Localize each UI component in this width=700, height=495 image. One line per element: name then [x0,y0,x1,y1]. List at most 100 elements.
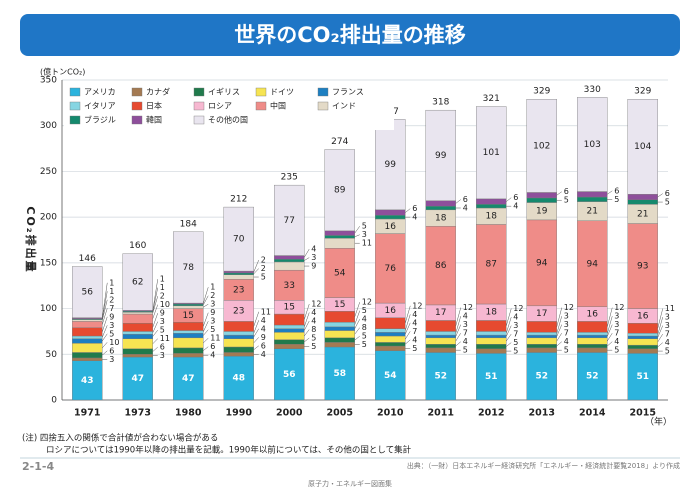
data-label: 8 [362,323,367,332]
label-leader [455,324,461,337]
x-tick-label: 1971 [74,408,100,419]
data-label: 5 [362,222,367,231]
bar-segment [577,347,608,353]
label-leader [102,342,108,349]
label-leader [152,338,158,344]
x-axis-label: （年） [645,416,672,428]
legend-label: 中国 [270,101,286,111]
label-leader [203,312,209,327]
bar-segment [223,355,254,401]
data-label: 3 [665,313,670,322]
bar-segment [627,348,658,354]
data-label: 12 [362,298,372,307]
data-label: 2 [109,295,114,304]
bar-segment [577,321,608,333]
y-tick-label: 200 [40,213,57,223]
legend-swatch [131,101,143,111]
data-label: 4 [463,312,468,321]
total-label: 212 [230,195,247,205]
data-label: 6 [513,193,518,202]
label-leader [556,307,562,327]
bar-segment [375,345,406,351]
legend-swatch [69,101,81,111]
bar-segment [274,261,305,271]
data-label: 9 [311,262,316,271]
data-label: 4 [412,318,417,327]
bar-segment [223,270,254,274]
chart-title: 世界のCO₂排出量の推移 [234,23,465,47]
bar-segment [577,97,608,192]
label-leader [506,333,512,342]
data-label: 86 [435,261,447,271]
label-leader [506,317,512,334]
label-leader [657,193,663,198]
data-label: 1 [160,283,165,292]
data-label: 4 [513,313,518,322]
bar-segment [627,335,658,339]
bar-segment [122,312,153,315]
label-leader [657,308,663,329]
data-label: 5 [564,196,569,205]
legend-label: インド [332,102,356,111]
total-label: 318 [432,98,449,108]
data-label: 4 [261,316,266,325]
data-label: 5 [463,346,468,355]
label-leader [304,248,310,258]
bar-segment [223,346,254,353]
total-label: 274 [331,137,348,147]
data-label: 94 [536,258,548,268]
legend-swatch [255,101,267,111]
bar-segment [274,184,305,256]
legend-swatch [317,87,329,97]
bar-segment [425,226,456,306]
total-label: 321 [483,94,500,104]
bar-segment [476,334,507,339]
bar-segment [627,353,658,401]
bar-segment [324,322,355,328]
data-label: 54 [384,371,397,381]
bar-segment [72,352,103,359]
bar-segment [526,334,557,339]
legend-label: ブラジル [84,115,116,125]
label-leader [152,304,158,319]
bar-segment [72,266,103,318]
source: 出典：（一財）日本エネルギー経済研究所「エネルギー・経済統計要覧2018」より作… [407,461,680,470]
label-leader [253,268,259,275]
label-leader [657,342,663,348]
y-tick-label: 100 [40,304,57,314]
data-label: 6 [261,341,266,350]
label-leader [354,234,360,238]
bar-segment [324,326,355,331]
note: ロシアについては1990年以降の排出量を記載。1990年以前については、その他の… [46,445,412,456]
data-label: 11 [210,334,220,343]
bar-segment [223,334,254,339]
data-label: 6 [210,342,215,351]
data-label: 4 [261,350,266,359]
data-label: 12 [412,301,422,310]
data-label: 17 [536,309,547,319]
data-label: 6 [564,187,569,196]
data-label: 10 [160,300,170,309]
label-leader [607,307,613,327]
data-label: 16 [587,310,599,320]
bar-segment [173,303,204,307]
y-tick-label: 300 [40,121,57,131]
data-label: 18 [486,212,498,222]
legend-box [64,84,394,130]
data-label: 47 [182,374,195,384]
bar-segment [627,323,658,334]
label-leader [455,333,461,342]
x-tick-label: 1973 [125,408,151,419]
data-label: 3 [109,355,114,364]
data-label: 7 [513,330,518,339]
data-label: 16 [637,311,649,321]
data-label: 12 [564,303,574,312]
bar-segment [577,352,608,401]
bar-segment [274,328,305,333]
legend-label: その他の国 [208,115,248,125]
bar-segment [324,248,355,298]
x-tick-label: 2012 [478,408,504,419]
bar-segment [223,274,254,280]
data-label: 2 [261,264,266,273]
bar-segment [173,347,204,354]
